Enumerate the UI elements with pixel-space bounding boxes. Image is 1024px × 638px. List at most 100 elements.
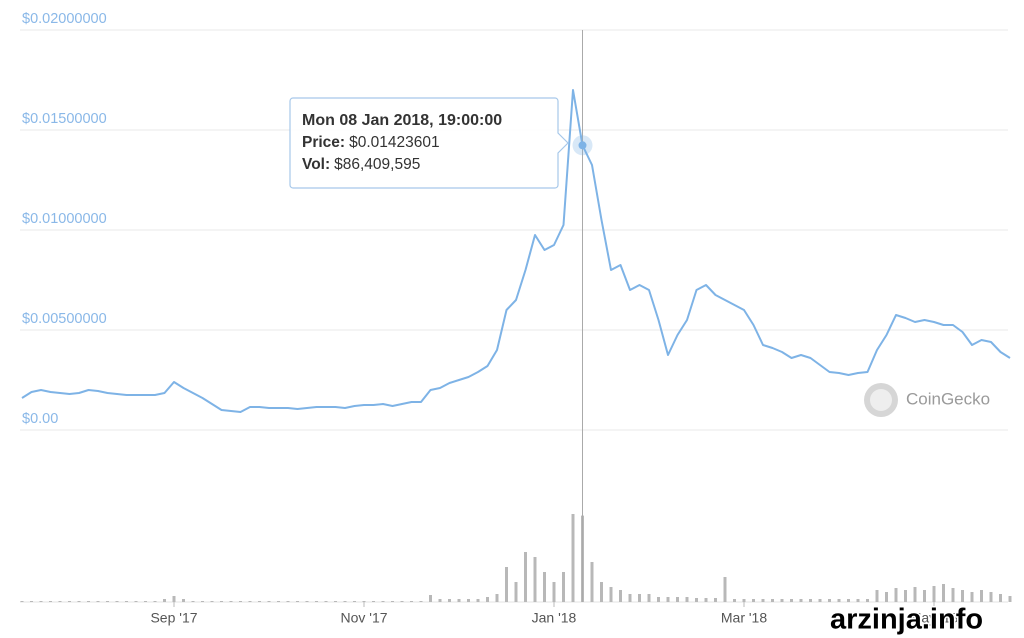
volume-bar — [476, 599, 480, 602]
volume-bar — [77, 601, 81, 602]
volume-bar — [970, 592, 974, 602]
tooltip-price-label: Price: — [302, 134, 345, 151]
volume-bar — [562, 572, 565, 602]
volume-bar — [163, 599, 166, 602]
volume-bar — [277, 601, 280, 602]
tooltip-box — [289, 97, 569, 189]
volume-bar — [809, 599, 812, 602]
tooltip-title: Mon 08 Jan 2018, 19:00:00 — [302, 112, 502, 129]
volume-bar — [752, 599, 755, 602]
volume-bar — [106, 601, 109, 602]
volume-bar — [68, 601, 71, 602]
y-tick-label: $0.01500000 — [22, 111, 107, 127]
volume-bar — [609, 587, 613, 602]
volume-bar — [600, 582, 603, 602]
volume-bar — [885, 592, 888, 602]
volume-bar — [305, 601, 309, 602]
volume-bar — [866, 599, 869, 602]
volume-bar — [771, 599, 774, 602]
volume-bar — [828, 599, 831, 602]
volume-bar — [438, 599, 442, 602]
volume-bar — [258, 601, 261, 602]
volume-bar — [533, 557, 537, 602]
volume-bar — [353, 601, 356, 602]
volume-bar — [590, 562, 594, 602]
tooltip-vol: Vol: $86,409,595 — [302, 156, 420, 173]
volume-bar — [334, 601, 337, 602]
volume-bar — [429, 595, 432, 602]
volume-bar — [410, 601, 413, 602]
volume-bar — [780, 599, 784, 602]
volume-bar — [676, 597, 679, 602]
volume-bar — [286, 601, 290, 602]
volume-bar — [296, 601, 299, 602]
volume-bar — [125, 601, 128, 602]
volume-bar — [49, 601, 52, 602]
volume-bar — [172, 596, 176, 602]
volume-bar — [704, 598, 708, 602]
volume-bar — [381, 601, 385, 602]
price-line — [21, 89, 1011, 413]
logo-text: CoinGecko — [906, 389, 990, 408]
volume-bar — [799, 599, 803, 602]
volume-bar — [324, 601, 328, 602]
volume-bar — [628, 594, 632, 602]
volume-bar — [362, 601, 366, 602]
tooltip-price-value: $0.01423601 — [349, 134, 440, 151]
volume-bar — [666, 597, 670, 602]
x-tick-label: Nov '17 — [340, 610, 387, 626]
tooltip: Mon 08 Jan 2018, 19:00:00 Price: $0.014236… — [289, 97, 569, 189]
volume-bar — [153, 601, 157, 602]
volume-bar — [695, 598, 698, 602]
volume-bar — [467, 599, 470, 602]
volume-bar — [543, 572, 546, 602]
volume-bar — [30, 601, 33, 602]
volume-bar — [134, 601, 138, 602]
volume-bar — [267, 601, 271, 602]
volume-bar — [191, 601, 195, 602]
volume-bar — [229, 601, 233, 602]
tooltip-vol-label: Vol: — [302, 156, 330, 173]
volume-bar — [210, 601, 214, 602]
volume-bar — [87, 601, 90, 602]
volume-bar — [847, 599, 850, 602]
volume-bar — [904, 590, 907, 602]
volume-bar — [989, 592, 993, 602]
volume-bar — [144, 601, 147, 602]
volume-bar — [685, 597, 689, 602]
volume-bar — [201, 601, 204, 602]
volume-bar — [20, 601, 24, 602]
volume-bar — [790, 599, 793, 602]
volume-bar — [923, 590, 926, 602]
volume-bar — [894, 588, 898, 602]
x-tick-label: May '18 — [910, 610, 959, 626]
volume-bar — [514, 582, 518, 602]
volume-bar — [733, 599, 736, 602]
volume-bar — [419, 601, 423, 602]
volume-bar — [391, 601, 394, 602]
volume-bar — [448, 599, 451, 602]
logo: CoinGecko — [864, 383, 990, 417]
volume-bar — [761, 599, 765, 602]
volume-bar — [875, 590, 879, 602]
volume-bar — [115, 601, 119, 602]
volume-bar — [837, 599, 841, 602]
volume-bar — [961, 590, 964, 602]
volume-bar — [571, 514, 575, 602]
y-tick-label: $0.01000000 — [22, 211, 107, 227]
tooltip-vol-value: $86,409,595 — [334, 156, 420, 173]
volume-bar — [714, 598, 717, 602]
logo-icon-inner — [870, 389, 892, 411]
volume-bar — [39, 601, 43, 602]
volume-bar — [818, 599, 822, 602]
volume-bar — [239, 601, 242, 602]
volume-bar — [220, 601, 223, 602]
volume-bar — [552, 582, 556, 602]
volume-bar — [638, 594, 641, 602]
volume-bar — [400, 601, 404, 602]
volume-bar — [343, 601, 347, 602]
volume-bar — [96, 601, 100, 602]
y-tick-label: $0.00500000 — [22, 311, 107, 327]
volume-bar — [486, 597, 489, 602]
